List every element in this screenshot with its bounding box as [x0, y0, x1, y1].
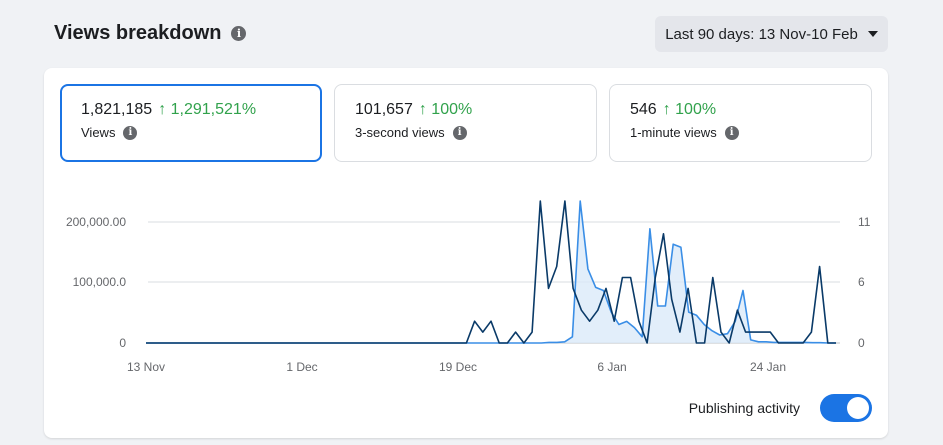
y-right-tick-label: 0 — [858, 336, 865, 350]
x-tick-label: 6 Jan — [597, 360, 626, 374]
metric-card-3-second-views[interactable]: 101,657 ↑ 100% 3-second views i — [334, 84, 597, 162]
page-title-text: Views breakdown — [54, 22, 222, 44]
metric-delta: ↑ 100% — [418, 101, 473, 118]
x-tick-label: 13 Nov — [127, 360, 165, 374]
x-tick-label: 1 Dec — [286, 360, 317, 374]
metric-value: 1,821,185 — [81, 101, 153, 118]
y-right-tick-label: 11 — [858, 215, 871, 229]
metric-label: Views — [81, 125, 116, 140]
x-tick-label: 19 Dec — [439, 360, 477, 374]
info-icon[interactable]: i — [123, 125, 138, 140]
date-range-label: Last 90 days: 13 Nov-10 Feb — [665, 25, 858, 43]
y-left-tick-label: 200,000.00 — [66, 215, 126, 229]
y-right-tick-label: 6 — [858, 275, 865, 289]
metric-card-1-minute-views[interactable]: 546 ↑ 100% 1-minute views i — [609, 84, 872, 162]
toggle-knob — [847, 397, 869, 419]
date-range-dropdown[interactable]: Last 90 days: 13 Nov-10 Feb — [655, 16, 888, 52]
metric-label: 1-minute views — [630, 125, 717, 140]
info-icon[interactable]: i — [724, 125, 739, 140]
info-icon[interactable]: i — [231, 26, 247, 41]
metric-label: 3-second views — [355, 125, 445, 140]
x-tick-label: 24 Jan — [750, 360, 786, 374]
y-left-tick-label: 100,000.0 — [73, 275, 127, 289]
metric-card-views[interactable]: 1,821,185 ↑ 1,291,521% Views i — [60, 84, 322, 162]
publishing-activity-row: Publishing activity — [689, 394, 872, 422]
metric-delta: ↑ 100% — [662, 101, 717, 118]
views-card: 1,821,185 ↑ 1,291,521% Views i 101,657 ↑… — [44, 68, 888, 438]
publishing-activity-toggle[interactable] — [820, 394, 872, 422]
page-title: Views breakdown i — [54, 22, 247, 45]
metric-value: 546 — [630, 101, 657, 118]
metric-value: 101,657 — [355, 101, 413, 118]
metric-delta: ↑ 1,291,521% — [158, 101, 257, 118]
publishing-activity-label: Publishing activity — [688, 400, 800, 416]
caret-down-icon — [867, 31, 878, 37]
info-icon[interactable]: i — [452, 125, 467, 140]
y-left-tick-label: 0 — [119, 336, 126, 350]
views-area — [146, 201, 836, 343]
publishing-activity-series-line — [146, 200, 836, 344]
